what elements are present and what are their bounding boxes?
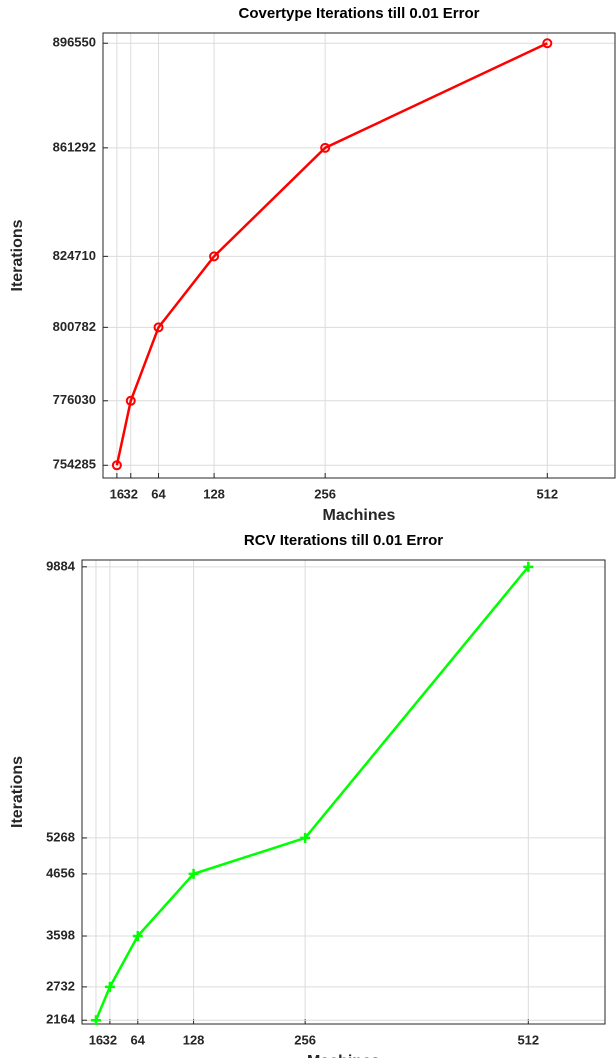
y-axis-label: Iterations [9, 756, 26, 828]
x-tick-label: 32 [103, 1032, 117, 1047]
series-line [94, 566, 530, 1021]
y-tick-label: 754285 [53, 457, 96, 472]
point-marker [90, 1015, 101, 1026]
x-tick-label: 32 [124, 486, 138, 501]
y-tick-label: 9884 [46, 558, 76, 573]
x-tick-label: 64 [151, 486, 166, 501]
x-tick-label: 512 [517, 1032, 539, 1047]
y-tick-label: 776030 [53, 392, 96, 407]
point-marker [188, 868, 199, 879]
x-tick-label: 16 [110, 486, 124, 501]
x-axis-label: Machines [307, 1053, 380, 1058]
chart-title: Covertype Iterations till 0.01 Error [239, 5, 480, 22]
y-tick-label: 800782 [53, 319, 96, 334]
y-tick-label: 3598 [46, 927, 75, 942]
y-tick-label: 2732 [46, 978, 75, 993]
x-tick-label: 128 [183, 1032, 205, 1047]
x-tick-label: 16 [89, 1032, 103, 1047]
y-tick-label: 824710 [53, 248, 96, 263]
point-marker [542, 38, 553, 49]
y-tick-label: 896550 [53, 35, 96, 50]
plot-area [103, 33, 615, 478]
y-tick-label: 4656 [46, 865, 75, 880]
x-tick-label: 128 [203, 486, 225, 501]
point-marker [523, 561, 534, 572]
y-tick-label: 2164 [46, 1012, 76, 1027]
x-tick-label: 256 [294, 1032, 316, 1047]
point-marker [125, 395, 136, 406]
point-marker [132, 931, 143, 942]
y-axis-label: Iterations [9, 219, 26, 291]
point-marker [111, 460, 122, 471]
plot-frame [81, 559, 606, 1025]
x-tick-label: 512 [536, 486, 558, 501]
point-marker [209, 251, 220, 262]
point-marker [300, 832, 311, 843]
x-axis-label: Machines [323, 507, 396, 524]
point-marker [153, 322, 164, 333]
series-line [115, 42, 548, 466]
x-tick-label: 256 [314, 486, 336, 501]
point-marker [104, 981, 115, 992]
y-tick-label: 861292 [53, 139, 96, 154]
chart-title: RCV Iterations till 0.01 Error [244, 532, 443, 549]
point-marker [320, 142, 331, 153]
plot-frame [102, 32, 616, 479]
x-tick-label: 64 [131, 1032, 146, 1047]
y-tick-label: 5268 [46, 829, 75, 844]
